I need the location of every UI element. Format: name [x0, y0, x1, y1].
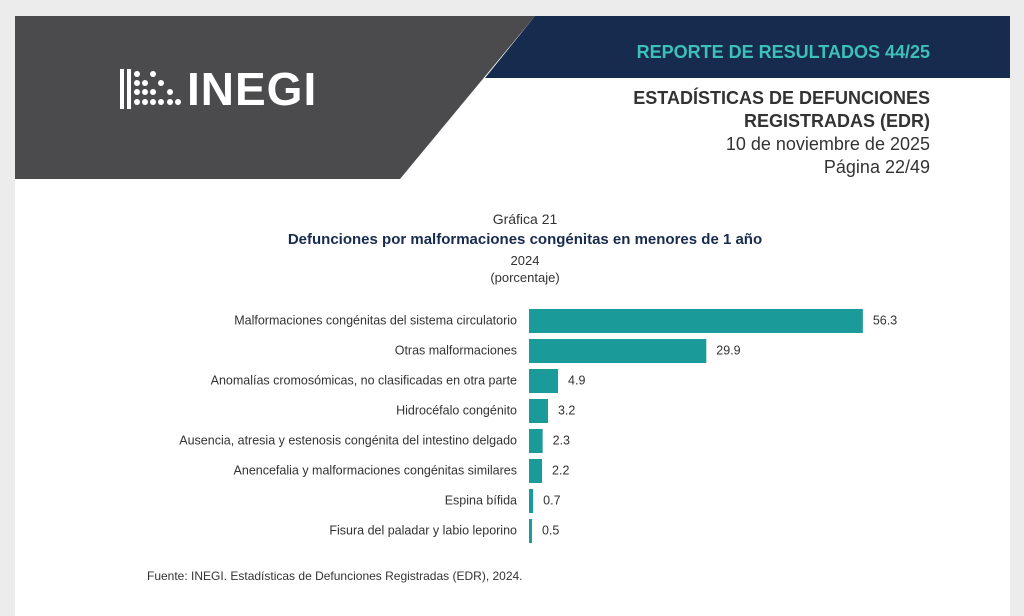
value-label: 56.3 [873, 313, 897, 327]
report-title: REGISTRADAS (EDR) [743, 111, 930, 131]
chart-title: Defunciones por malformaciones congénita… [287, 231, 763, 248]
logo-dots [120, 69, 181, 109]
bar [529, 369, 559, 393]
bar [529, 489, 534, 513]
category-label: Otras malformaciones [395, 343, 517, 357]
bar [529, 459, 543, 483]
category-label: Espina bífida [445, 493, 517, 507]
value-label: 29.9 [716, 343, 740, 357]
page-number: Página 22/49 [823, 157, 930, 177]
chart-subtitle: 2024 [510, 253, 540, 268]
category-label: Hidrocéfalo congénito [396, 403, 517, 417]
value-label: 4.9 [568, 373, 585, 387]
category-label: Fisura del paladar y labio leporino [329, 523, 517, 537]
header-navy-band [485, 16, 1010, 78]
document-page: INEGI REPORTE DE RESULTADOS 44/25 ESTADÍ… [15, 16, 1010, 616]
value-label: 2.3 [553, 433, 570, 447]
report-date: 10 de noviembre de 2025 [725, 134, 930, 154]
bar [529, 309, 863, 333]
value-label: 0.7 [543, 493, 560, 507]
bar [529, 399, 548, 423]
category-label: Malformaciones congénitas del sistema ci… [234, 313, 517, 327]
report-number: REPORTE DE RESULTADOS 44/25 [636, 42, 930, 62]
report-title: ESTADÍSTICAS DE DEFUNCIONES [633, 88, 930, 108]
header-gray-band [15, 16, 535, 179]
value-label: 2.2 [552, 463, 569, 477]
chart-label: Gráfica 21 [492, 211, 558, 227]
chart-unit: (porcentaje) [490, 270, 560, 285]
chart-source: Fuente: INEGI. Estadísticas de Defuncion… [147, 569, 523, 583]
bar [529, 519, 532, 543]
category-label: Anomalías cromosómicas, no clasificadas … [211, 373, 517, 387]
bar [529, 429, 543, 453]
header-shapes [15, 16, 1010, 179]
value-label: 3.2 [558, 403, 575, 417]
chart: Malformaciones congénitas del sistema ci… [179, 309, 897, 543]
value-label: 0.5 [542, 523, 559, 537]
logo-text: INEGI [187, 63, 318, 115]
category-label: Ausencia, atresia y estenosis congénita … [179, 433, 517, 447]
category-label: Anencefalia y malformaciones congénitas … [234, 463, 517, 477]
bar [529, 339, 707, 363]
